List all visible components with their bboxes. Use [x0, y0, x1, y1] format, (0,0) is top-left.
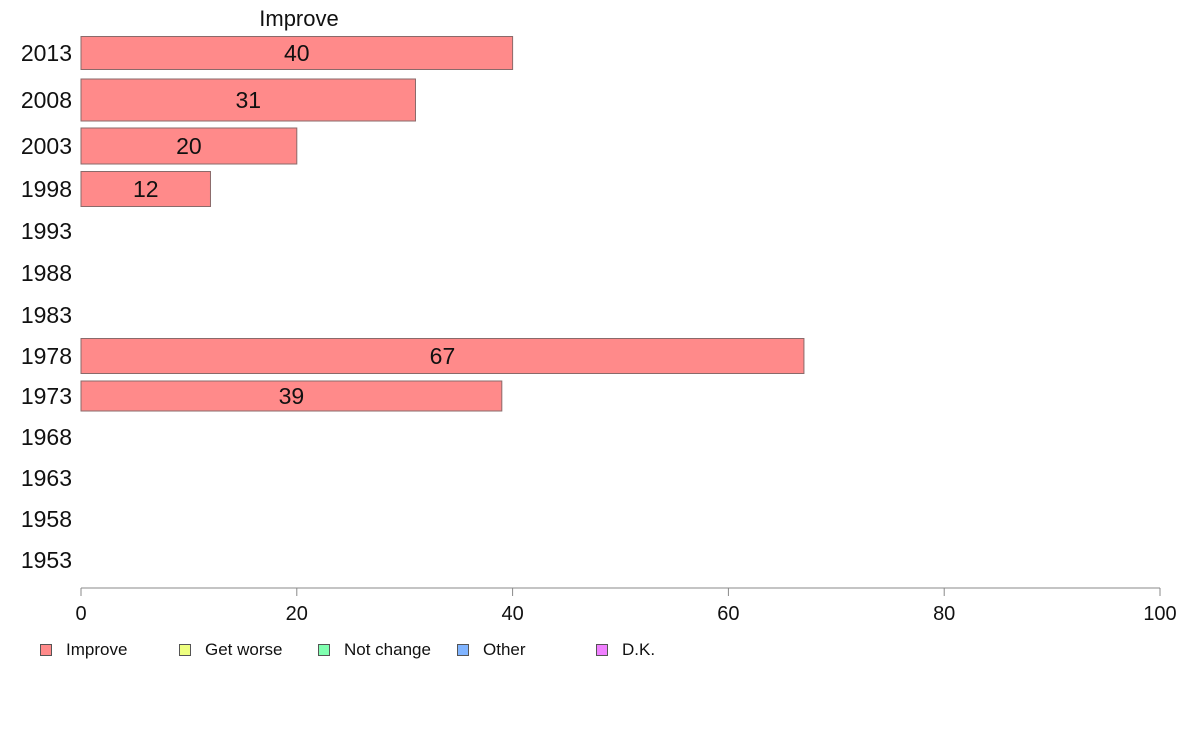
y-tick-label: 2008 [21, 87, 72, 113]
bar-value-label: 40 [284, 40, 310, 66]
y-tick-label: 1983 [21, 302, 72, 328]
legend-swatch [457, 644, 469, 656]
legend-label: Improve [66, 640, 128, 659]
x-tick-label: 40 [501, 603, 523, 625]
y-tick-label: 1973 [21, 383, 72, 409]
y-tick-label: 1958 [21, 506, 72, 532]
bar [80, 380, 503, 412]
bar [80, 78, 416, 122]
bar-value-label: 67 [430, 343, 456, 369]
y-tick-label: 1998 [21, 176, 72, 202]
bar [80, 36, 514, 70]
x-tick-label: 100 [1143, 603, 1176, 625]
y-tick-label: 2003 [21, 133, 72, 159]
legend-item: D.K. [596, 640, 655, 660]
legend-swatch [179, 644, 191, 656]
legend-item: Other [457, 640, 526, 660]
y-tick-label: 1993 [21, 218, 72, 244]
x-axis: 0 20 40 60 80 100 [75, 587, 1177, 625]
y-tick-label: 1988 [21, 260, 72, 286]
x-tick-label: 60 [717, 603, 739, 625]
legend-label: Other [483, 640, 526, 659]
bar [80, 171, 211, 207]
legend-swatch [40, 644, 52, 656]
y-axis-labels: 2013 2008 2003 1998 1993 1988 1983 1978 1973 1968… [21, 40, 72, 573]
legend: Improve Get worse Not change Other D.K. [0, 640, 1188, 664]
x-tick-label: 80 [933, 603, 955, 625]
y-tick-label: 1968 [21, 424, 72, 450]
bar-value-label: 20 [176, 133, 202, 159]
legend-label: D.K. [622, 640, 656, 659]
y-tick-label: 1963 [21, 465, 72, 491]
legend-label: Not change [344, 640, 431, 659]
legend-item: Improve [40, 640, 127, 660]
y-tick-label: 1978 [21, 343, 72, 369]
legend-swatch [596, 644, 608, 656]
chart-title: Improve [259, 6, 338, 31]
bar-value-label: 31 [235, 87, 261, 113]
bars-group [80, 36, 805, 412]
legend-swatch [318, 644, 330, 656]
bar-labels-group: 40 31 20 12 67 39 [133, 40, 455, 409]
bar-value-label: 39 [279, 383, 305, 409]
y-tick-label: 2013 [21, 40, 72, 66]
y-tick-label: 1953 [21, 547, 72, 573]
bar [80, 127, 298, 165]
legend-item: Not change [318, 640, 431, 660]
x-tick-label: 0 [75, 603, 86, 625]
x-tick-label: 20 [286, 603, 308, 625]
bar [80, 338, 805, 374]
legend-label: Get worse [205, 640, 283, 659]
bar-value-label: 12 [133, 176, 159, 202]
legend-item: Get worse [179, 640, 282, 660]
